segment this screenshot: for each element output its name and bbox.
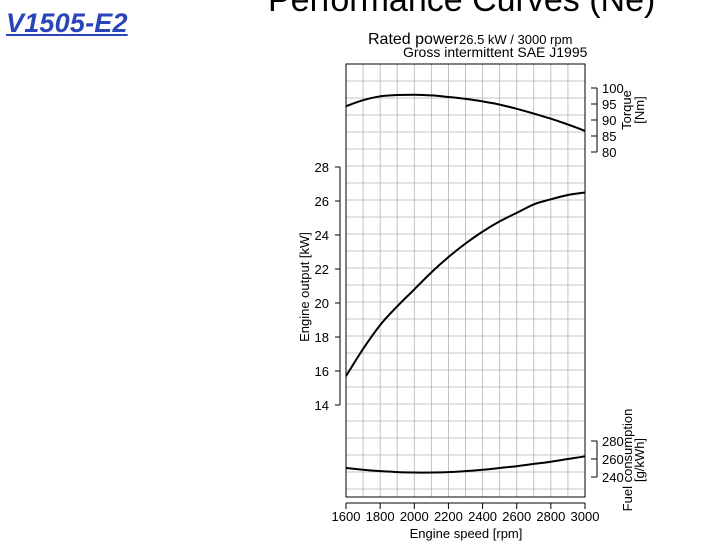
power-tick-label: 14: [315, 398, 329, 413]
curves: [345, 93, 586, 474]
fuel-tick-label: 260: [602, 452, 624, 467]
power-tick-label: 16: [315, 364, 329, 379]
torque-tick-label: 100: [602, 81, 624, 96]
x-tick-label: 3000: [571, 509, 600, 524]
x-tick-label: 2200: [434, 509, 463, 524]
power-tick-label: 22: [315, 262, 329, 277]
x-tick-label: 1600: [332, 509, 361, 524]
torque-tick-label: 95: [602, 97, 616, 112]
power-tick-label: 28: [315, 160, 329, 175]
fuel-axis-unit: [g/kWh]: [632, 438, 647, 482]
torque-tick-label: 85: [602, 129, 616, 144]
torque-axis-label: Torque: [619, 90, 634, 130]
x-tick-label: 1800: [366, 509, 395, 524]
model-title: V1505-E2: [6, 8, 128, 38]
axes: 1600 1800 2000 2200 2400 2600 2800 3000 14 16 18 20…: [315, 81, 624, 524]
fuel-curve: [345, 455, 586, 474]
x-axis-label: Engine speed [rpm]: [410, 526, 523, 541]
grid: [346, 64, 585, 497]
power-tick-label: 26: [315, 194, 329, 209]
fuel-axis-label: Fuel consumption: [620, 409, 635, 512]
rating-standard: Gross intermittent SAE J1995: [403, 44, 588, 60]
power-tick-label: 24: [315, 228, 329, 243]
power-tick-label: 20: [315, 296, 329, 311]
page-title: Performance Curves (Ne): [268, 0, 656, 19]
power-tick-label: 18: [315, 330, 329, 345]
rated-power-label: Rated power: [368, 31, 459, 48]
power-axis-label: Engine output [kW]: [297, 232, 312, 342]
x-tick-label: 2600: [502, 509, 531, 524]
power-curve: [345, 191, 586, 377]
x-tick-label: 2000: [400, 509, 429, 524]
torque-curve: [345, 93, 586, 132]
rated-power-value: 26.5 kW / 3000 rpm: [459, 32, 572, 47]
torque-tick-label: 90: [602, 113, 616, 128]
x-tick-label: 2400: [468, 509, 497, 524]
torque-tick-label: 80: [602, 145, 616, 160]
plot-frame: [345, 63, 586, 498]
fuel-tick-label: 240: [602, 470, 624, 485]
fuel-tick-label: 280: [602, 434, 624, 449]
x-tick-label: 2800: [536, 509, 565, 524]
torque-axis-unit: [Nm]: [632, 96, 647, 123]
